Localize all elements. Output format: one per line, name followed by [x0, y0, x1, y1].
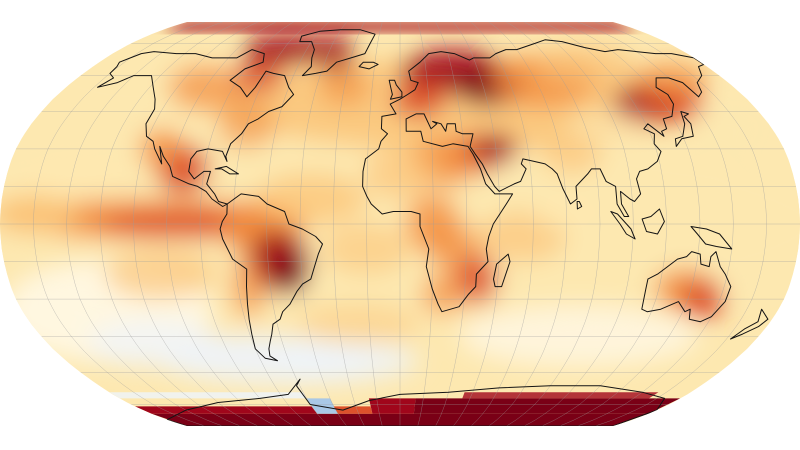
anomaly-blob — [541, 133, 602, 174]
coastline-antarctica — [166, 378, 666, 426]
anomaly-blob — [421, 274, 465, 315]
coastline-japan — [674, 111, 694, 147]
coastline-north-america — [97, 49, 295, 207]
antarctic-block — [413, 398, 681, 414]
anomaly-blob — [392, 80, 447, 119]
anomaly-blob — [316, 34, 356, 73]
coastline-new-guinea — [690, 226, 733, 250]
anomaly-blob — [535, 43, 637, 86]
antarctic-block — [134, 406, 318, 414]
coastline-uk — [388, 79, 403, 100]
anomaly-blob — [273, 254, 309, 295]
coastline-africa-eurasia — [362, 39, 705, 313]
antarctic-block — [462, 392, 659, 399]
coastline-madagascar — [493, 253, 511, 288]
antarctic-block — [333, 406, 373, 414]
antarctic-block — [109, 392, 307, 399]
antarctic-block — [368, 398, 416, 414]
anomaly-blob — [689, 99, 772, 159]
graticule-lines — [0, 22, 800, 426]
anomaly-blob — [187, 334, 304, 364]
anomaly-blob — [279, 346, 373, 376]
anomaly-blob — [105, 249, 215, 300]
anomaly-blob — [297, 304, 421, 345]
antarctic-anomaly-blocks — [109, 392, 681, 426]
coastlines — [97, 29, 769, 426]
anomaly-blob — [256, 174, 367, 224]
coastline-iceland — [358, 61, 379, 70]
coastline-australia — [641, 251, 732, 323]
coastline-sri-lanka — [576, 201, 583, 210]
coastline-south-america — [219, 193, 323, 362]
coastline-cuba — [214, 165, 239, 175]
coastline-borneo — [641, 208, 665, 235]
anomaly-blob — [87, 319, 225, 369]
coastline-sumatra — [610, 211, 636, 240]
coastline-new-zealand — [730, 308, 769, 340]
coastline-greenland — [299, 29, 376, 77]
anomaly-blob — [231, 256, 266, 317]
